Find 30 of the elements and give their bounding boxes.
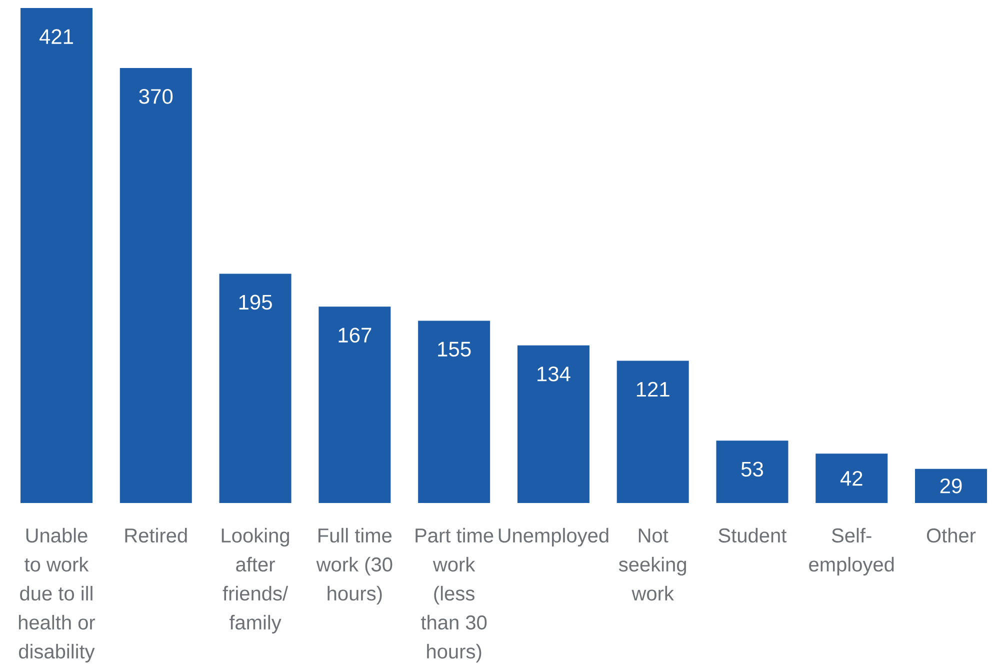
data-label: 29 — [940, 478, 962, 494]
data-label: 167 — [338, 328, 372, 343]
data-label: 370 — [139, 89, 173, 104]
data-label: 134 — [538, 366, 570, 382]
bar — [418, 320, 490, 503]
bar — [716, 440, 788, 503]
data-label: 421 — [39, 29, 73, 44]
x-tick-label: Unemployed — [498, 528, 608, 547]
bar — [20, 8, 93, 503]
x-tick-label: Student — [718, 528, 787, 543]
bar — [219, 274, 292, 503]
bar — [318, 306, 391, 503]
x-tick-label: Retired — [125, 528, 187, 543]
bar — [915, 468, 988, 503]
x-tick-label: Not seeking work — [618, 528, 686, 601]
data-label: 53 — [741, 462, 763, 477]
data-label: 155 — [438, 342, 471, 357]
data-label: 195 — [239, 294, 272, 310]
bar — [517, 345, 590, 503]
data-label: 42 — [840, 470, 862, 486]
bar — [816, 454, 888, 503]
bar — [120, 68, 192, 503]
x-tick-label: Self-employed — [809, 528, 894, 576]
x-tick-label: Unable to work due to ill health or disability — [18, 528, 96, 663]
x-tick-label: Part time work (less than 30 hours) — [416, 528, 494, 663]
data-label: 121 — [636, 382, 670, 397]
x-tick-label: Looking after friends/ family — [222, 528, 290, 634]
bar — [616, 360, 689, 503]
x-tick-label: Full time work (30 hours) — [316, 528, 392, 605]
x-tick-label: Other — [926, 528, 976, 543]
